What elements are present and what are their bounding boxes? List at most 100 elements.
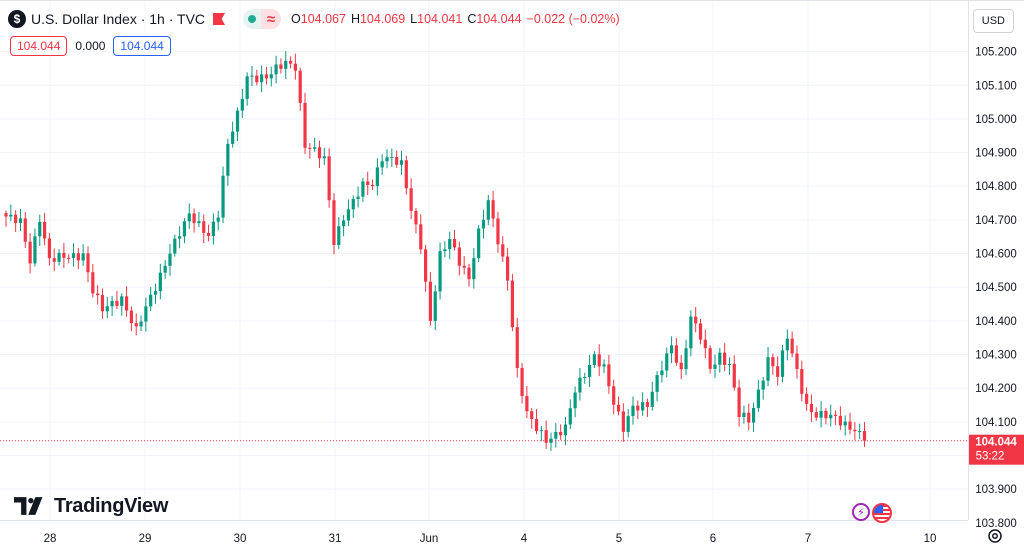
market-status[interactable]: ≈: [243, 9, 282, 29]
candle: [424, 244, 428, 292]
last-price-countdown: 53:22: [976, 451, 1005, 463]
currency-button[interactable]: USD: [972, 9, 1014, 33]
candle: [669, 336, 674, 364]
candle: [250, 65, 254, 87]
candle: [81, 244, 85, 266]
candle: [380, 154, 384, 175]
candle: [260, 65, 264, 93]
candle: [776, 356, 780, 386]
candle: [684, 339, 688, 376]
corner-icons: ⚡: [852, 503, 892, 523]
candle: [621, 403, 625, 442]
buy-price-button[interactable]: 104.044: [113, 36, 171, 56]
settings-icon[interactable]: [986, 527, 1004, 545]
red-flag-icon[interactable]: [213, 13, 226, 25]
candle: [833, 410, 838, 425]
candle: [481, 209, 486, 239]
candle: [655, 371, 659, 402]
candle: [732, 355, 736, 391]
y-tick-label: 104.900: [975, 148, 1017, 160]
candle: [641, 392, 645, 416]
candle: [800, 360, 804, 402]
candle: [356, 186, 360, 208]
x-tick-label: 30: [234, 533, 247, 545]
candle: [395, 150, 399, 168]
candle: [366, 171, 370, 196]
last-price-value: 104.044: [975, 437, 1017, 449]
candle: [76, 247, 80, 270]
candle: [52, 248, 56, 272]
candle: [100, 288, 105, 319]
candle: [660, 360, 664, 383]
candle: [534, 408, 539, 435]
ohlc-high-label: H: [350, 12, 360, 26]
candle: [284, 51, 288, 79]
candle: [342, 215, 346, 237]
candle: [245, 72, 249, 106]
candle: [838, 406, 842, 431]
candle: [9, 204, 13, 222]
ohlc-high-value: 104.069: [359, 12, 406, 26]
candle: [539, 426, 543, 442]
candle: [4, 210, 8, 227]
tradingview-name: TradingView: [54, 494, 169, 517]
candle: [703, 329, 707, 359]
candle: [428, 272, 433, 326]
candle: [761, 377, 765, 400]
x-tick-label: 4: [521, 533, 528, 545]
candle: [674, 338, 678, 366]
candle: [313, 137, 317, 152]
candle: [491, 190, 495, 228]
last-price-box: [969, 434, 1024, 465]
candle: [28, 233, 32, 274]
ohlc-close-value: 104.044: [476, 12, 522, 26]
candle: [33, 228, 37, 267]
candle: [573, 386, 577, 418]
candle: [612, 379, 616, 415]
lightning-bolt-icon[interactable]: ⚡: [852, 503, 870, 521]
candle: [293, 53, 297, 80]
y-tick-label: 105.000: [975, 114, 1017, 126]
candle: [737, 379, 741, 427]
candle: [805, 387, 809, 411]
candle: [178, 226, 182, 249]
spread-value: 0.000: [75, 39, 106, 53]
tradingview-brand[interactable]: TradingView: [14, 494, 168, 518]
candle: [240, 88, 244, 119]
candle: [496, 211, 500, 253]
candle: [848, 412, 852, 435]
candle: [96, 285, 100, 305]
candle: [433, 285, 437, 330]
candle: [115, 290, 119, 309]
candle: [467, 263, 471, 287]
candle: [583, 372, 587, 384]
candle: [322, 147, 326, 166]
y-tick-label: 105.100: [975, 80, 1017, 92]
chart-legend: $ U.S. Dollar Index · 1h · TVC ≈ O104.06…: [8, 9, 620, 29]
us-flag-icon[interactable]: [872, 503, 892, 523]
candlestick-series: [4, 51, 867, 451]
sell-price-button[interactable]: 104.044: [10, 36, 68, 56]
candle: [549, 432, 553, 451]
candle: [47, 232, 52, 266]
symbol-title[interactable]: U.S. Dollar Index · 1h · TVC: [31, 11, 206, 27]
y-tick-label: 103.900: [975, 484, 1017, 496]
candle: [409, 178, 413, 219]
candle: [771, 353, 775, 375]
candle: [120, 293, 124, 316]
candle: [477, 225, 481, 263]
candle: [105, 296, 109, 319]
x-tick-label: Jun: [420, 533, 439, 545]
candle: [554, 423, 558, 448]
candle: [501, 236, 505, 262]
x-tick-label: 31: [329, 533, 342, 545]
candle: [858, 423, 862, 440]
candle: [809, 394, 814, 422]
candle: [626, 409, 630, 438]
candle: [235, 107, 240, 142]
chart-grid: [0, 0, 968, 524]
candle: [173, 234, 177, 257]
candle: [525, 386, 529, 419]
candle: [559, 424, 563, 440]
